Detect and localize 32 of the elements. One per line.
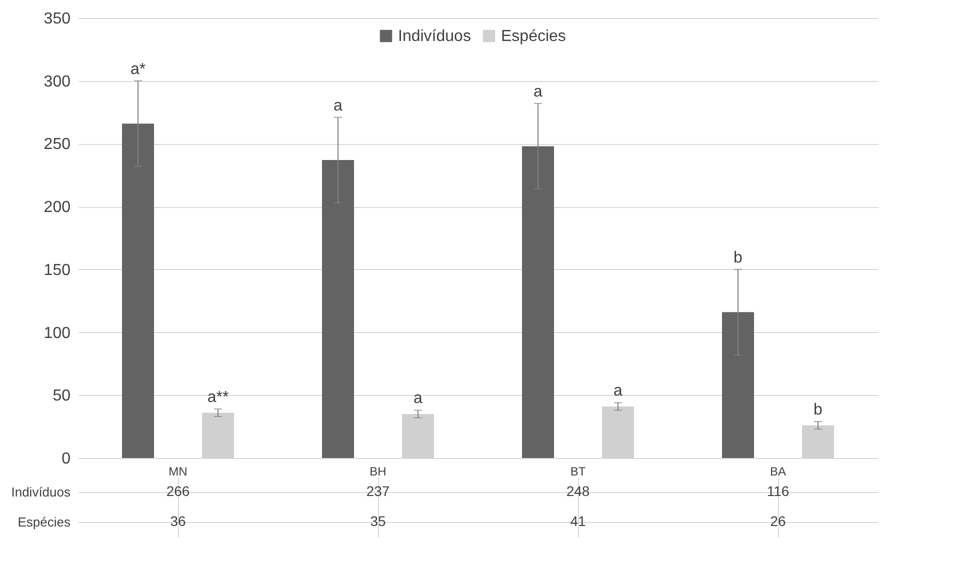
y-tick-label: 200 [44, 199, 71, 216]
data-label: 266 [166, 483, 190, 499]
annotation: b [814, 402, 823, 419]
legend-label: Espécies [501, 28, 566, 45]
data-label: 116 [766, 483, 790, 499]
data-label: 41 [570, 513, 586, 529]
x-tick-label: BA [770, 464, 786, 478]
x-tick-label: BT [570, 464, 586, 478]
annotation: a [414, 390, 423, 408]
y-tick-label: 350 [44, 10, 71, 28]
y-tick-label: 150 [44, 262, 71, 279]
x-tick-label: MN [168, 464, 188, 478]
data-label: 26 [770, 513, 786, 529]
annotation: a [614, 382, 623, 400]
y-tick-label: 0 [62, 450, 71, 468]
y-tick-label: 250 [44, 136, 71, 154]
data-label: 237 [366, 483, 390, 499]
y-tick-label: 100 [44, 324, 71, 342]
annotation: a [334, 97, 343, 114]
x-tick-label: BH [370, 464, 386, 478]
annotation: b [734, 249, 743, 266]
text: Indivíduos [11, 484, 70, 500]
y-tick-label: 300 [44, 73, 71, 90]
annotation: a [534, 83, 543, 100]
data-label: 36 [170, 513, 186, 529]
annotation: a* [130, 60, 146, 78]
text: Espécies [18, 514, 70, 530]
data-label: 248 [566, 483, 590, 499]
data-label: 35 [370, 513, 386, 529]
legend-label: Indivíduos [398, 28, 471, 45]
y-tick-label: 50 [52, 388, 71, 405]
annotation: a** [207, 388, 229, 406]
